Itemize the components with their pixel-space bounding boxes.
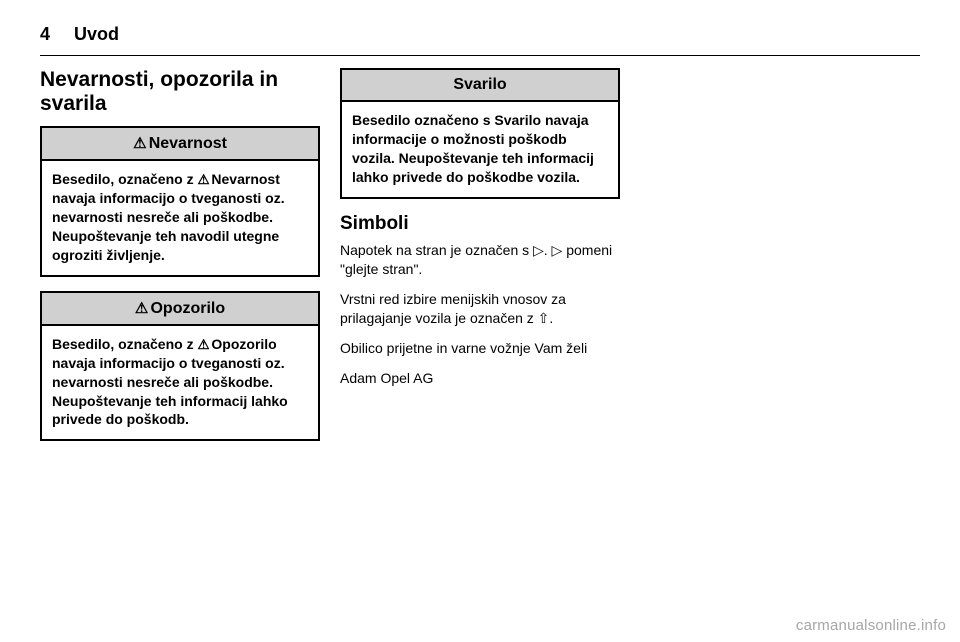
danger-body-prefix: Besedilo, označeno z [52, 171, 197, 187]
warning-box-body: Besedilo, označeno z ⚠Opozorilo navaja i… [42, 326, 318, 440]
column-2: Svarilo Besedilo označeno s Svarilo nava… [340, 68, 620, 588]
danger-body-keyword: Nevarnost [211, 171, 279, 187]
page-header: 4 Uvod [40, 24, 920, 56]
warning-triangle-icon: ⚠ [197, 336, 209, 354]
danger-head-text: Nevarnost [149, 135, 227, 152]
symbols-para-4: Adam Opel AG [340, 369, 620, 389]
warning-head-text: Opozorilo [150, 300, 225, 317]
column-3 [640, 68, 920, 588]
warning-triangle-icon: ⚠ [197, 171, 209, 189]
warning-box: ⚠Opozorilo Besedilo, označeno z ⚠Opozori… [40, 291, 320, 442]
symbols-title: Simboli [340, 213, 620, 235]
symbols-para-2: Vrstni red izbire menijskih vnosov za pr… [340, 290, 620, 329]
danger-body-suffix: navaja informacijo o tveganosti oz. neva… [52, 190, 285, 263]
symbols-para-3: Obilico prijetne in varne vožnje Vam žel… [340, 339, 620, 359]
warning-body-keyword: Opozorilo [211, 336, 276, 352]
warning-box-head: ⚠Opozorilo [42, 293, 318, 326]
caution-box: Svarilo Besedilo označeno s Svarilo nava… [340, 68, 620, 199]
chapter-title: Uvod [74, 24, 119, 45]
warning-body-prefix: Besedilo, označeno z [52, 336, 197, 352]
caution-box-body: Besedilo označeno s Svarilo navaja infor… [342, 102, 618, 197]
symbols-para-1: Napotek na stran je označen s ▷. ▷ pomen… [340, 241, 620, 280]
column-1: Nevarnosti, opozorila in svarila ⚠Nevarn… [40, 68, 320, 588]
danger-box-body: Besedilo, označeno z ⚠Nevarnost navaja i… [42, 161, 318, 275]
warning-triangle-icon: ⚠ [135, 299, 149, 317]
warning-triangle-icon: ⚠ [133, 134, 147, 152]
caution-box-head: Svarilo [342, 70, 618, 102]
danger-box-head: ⚠Nevarnost [42, 128, 318, 161]
footer-watermark: carmanualsonline.info [796, 617, 946, 634]
danger-box: ⚠Nevarnost Besedilo, označeno z ⚠Nevarno… [40, 126, 320, 277]
columns: Nevarnosti, opozorila in svarila ⚠Nevarn… [40, 68, 920, 588]
warning-body-suffix: navaja informacijo o tveganosti oz. neva… [52, 355, 288, 428]
page-number: 4 [40, 24, 50, 45]
page: 4 Uvod Nevarnosti, opozorila in svarila … [0, 0, 960, 610]
section-title: Nevarnosti, opozorila in svarila [40, 68, 320, 116]
